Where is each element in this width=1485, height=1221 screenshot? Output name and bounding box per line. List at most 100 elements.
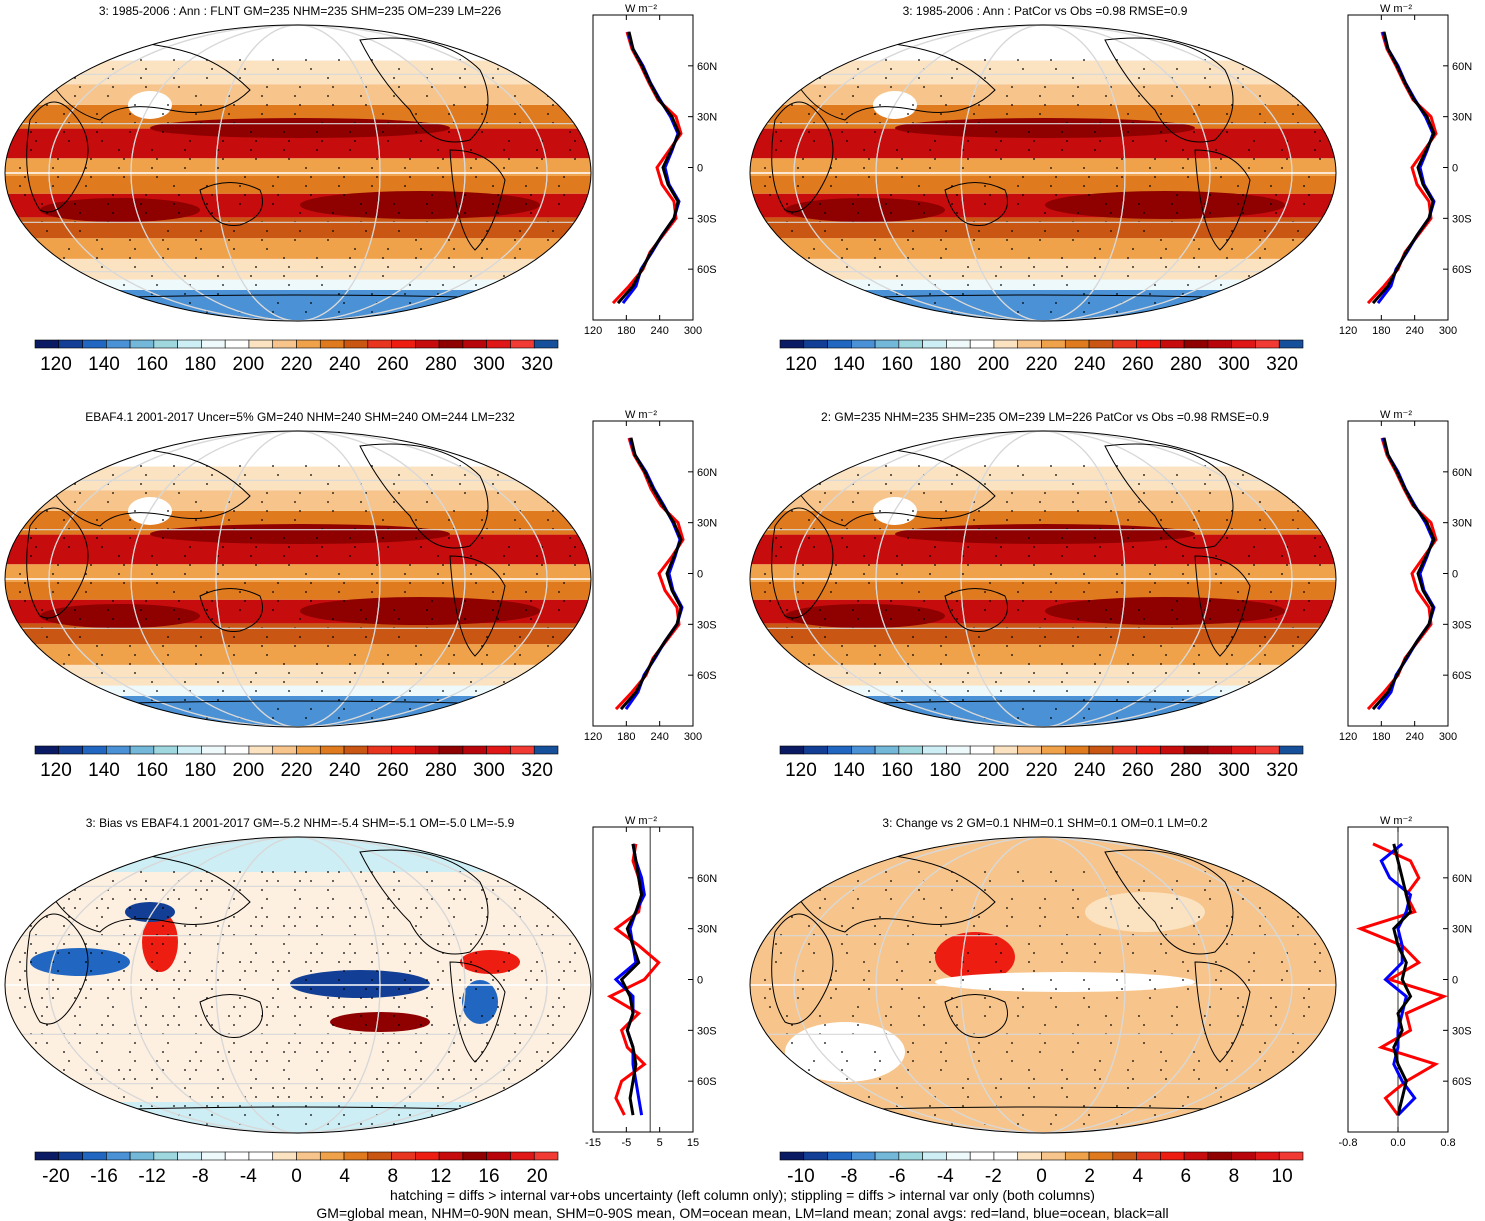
stipple-dot [68,1060,70,1062]
stipple-dot [857,898,859,900]
stipple-dot [1127,275,1129,277]
stipple-dot [978,1060,980,1062]
stipple-dot [431,600,433,602]
stipple-dot [349,257,351,259]
stipple-dot [261,871,263,873]
color-band [5,664,591,686]
stipple-dot [857,194,859,196]
stipple-dot [266,880,268,882]
color-band [750,258,1336,280]
stipple-dot [426,979,428,981]
stipple-dot [321,140,323,142]
stipple-dot [879,672,881,674]
stipple-dot [1264,1060,1266,1062]
stipple-dot [409,1078,411,1080]
contour-blob [785,1022,905,1082]
stipple-dot [863,311,865,313]
stipple-dot [1209,68,1211,70]
stipple-dot [156,690,158,692]
colorbar-tick-label: 140 [833,354,865,375]
stipple-dot [305,1123,307,1125]
stipple-dot [404,1069,406,1071]
stipple-dot [156,564,158,566]
stipple-dot [101,672,103,674]
colorbar-swatch [391,339,416,349]
stipple-dot [52,311,54,313]
stipple-dot [1132,654,1134,656]
stipple-dot [1264,636,1266,638]
stipple-dot [398,230,400,232]
stipple-dot [255,140,257,142]
stipple-dot [978,636,980,638]
stipple-dot [1154,988,1156,990]
stipple-dot [404,997,406,999]
stipple-dot [1132,140,1134,142]
stipple-dot [934,708,936,710]
stipple-dot [217,1087,219,1089]
stipple-dot [195,239,197,241]
stipple-dot [1242,600,1244,602]
stipple-dot [217,573,219,575]
zonal-lat-tick-label: 30N [697,924,717,936]
stipple-dot [1314,275,1316,277]
stipple-dot [1303,609,1305,611]
colorbar-tick-label: 260 [1122,760,1154,781]
stipple-dot [519,654,521,656]
stipple-dot [156,284,158,286]
stipple-dot [228,889,230,891]
colorbar-swatch [1041,339,1066,349]
stipple-dot [481,943,483,945]
stipple-dot [420,916,422,918]
stipple-dot [140,1123,142,1125]
stipple-dot [1286,690,1288,692]
stipple-dot [1138,907,1140,909]
colorbar-swatch [1088,745,1114,755]
stipple-dot [541,564,543,566]
stipple-dot [217,681,219,683]
stipple-dot [57,970,59,972]
stipple-dot [1193,663,1195,665]
stipple-dot [1171,907,1173,909]
stipple-dot [945,510,947,512]
stipple-dot [530,618,532,620]
stipple-dot [1171,95,1173,97]
stipple-dot [68,1078,70,1080]
stipple-dot [19,185,21,187]
stipple-dot [492,889,494,891]
stipple-dot [1011,510,1013,512]
stipple-dot [1248,167,1250,169]
stipple-dot [569,1069,571,1071]
colorbar-swatch [779,339,805,349]
stipple-dot [874,943,876,945]
stipple-dot [305,167,307,169]
stipple-dot [349,537,351,539]
stipple-dot [343,600,345,602]
stipple-dot [541,158,543,160]
stipple-dot [1226,663,1228,665]
stipple-dot [1248,681,1250,683]
stipple-dot [349,1051,351,1053]
stipple-dot [1209,86,1211,88]
stipple-dot [266,104,268,106]
stipple-dot [409,582,411,584]
stipple-dot [863,149,865,151]
stipple-dot [525,591,527,593]
stipple-dot [558,609,560,611]
stipple-dot [1160,943,1162,945]
stipple-dot [343,302,345,304]
stipple-dot [1116,717,1118,719]
stipple-dot [808,925,810,927]
stipple-dot [1011,1060,1013,1062]
stipple-dot [841,519,843,521]
stipple-dot [46,916,48,918]
stipple-dot [536,275,538,277]
stipple-dot [239,609,241,611]
stipple-dot [835,970,837,972]
stipple-dot [195,1015,197,1017]
stipple-dot [195,1069,197,1071]
stipple-dot [409,952,411,954]
stipple-dot [780,1060,782,1062]
colorbar-swatch [898,745,923,755]
stipple-dot [1022,302,1024,304]
